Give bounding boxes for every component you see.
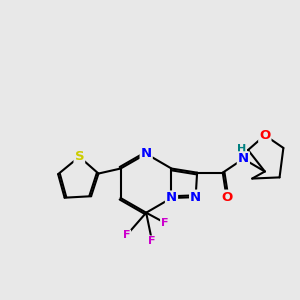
Text: S: S [74, 150, 84, 163]
Text: N: N [238, 152, 249, 165]
Text: F: F [148, 236, 156, 246]
Text: O: O [259, 129, 271, 142]
Text: N: N [166, 191, 177, 205]
Text: H: H [237, 144, 246, 154]
Text: F: F [123, 230, 130, 240]
Text: O: O [221, 190, 232, 204]
Text: F: F [161, 218, 169, 228]
Text: N: N [190, 190, 201, 204]
Text: N: N [141, 147, 152, 160]
